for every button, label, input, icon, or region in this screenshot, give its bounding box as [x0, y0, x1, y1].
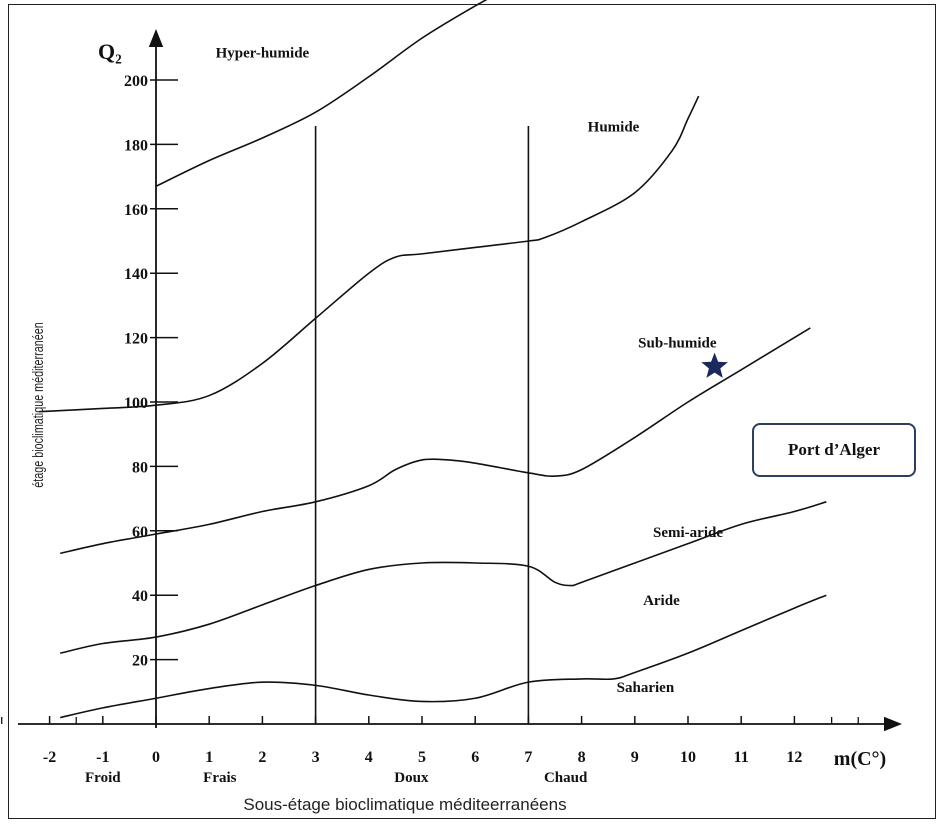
chart-frame [8, 4, 936, 819]
y-tick-label: 80 [132, 459, 148, 476]
zone-label: Aride [643, 593, 680, 609]
x-axis-title: m(C°) [834, 748, 886, 770]
x-tick-label: 11 [734, 749, 749, 766]
temperature-class-label: Doux [394, 770, 429, 786]
zone-label: Sub-humide [638, 335, 717, 351]
y-tick-label: 140 [124, 266, 148, 283]
x-tick-label: -2 [43, 749, 56, 766]
labels: Hyper-humide Humide Sub-humide Semi-aride Ar… [85, 45, 728, 786]
vertical-boundaries [314, 126, 530, 724]
y-tick-label: 200 [124, 73, 148, 90]
boundary-curve-2 [38, 95, 700, 413]
axes: -2 -1 0 1 2 3 4 5 6 7 8 9 10 11 1220406080100120140160… [1, 29, 902, 766]
x-tick-label: 7 [524, 749, 532, 766]
temperature-class-label: Chaud [544, 770, 588, 786]
x-tick-label: 9 [631, 749, 639, 766]
x-tick-label: 12 [786, 749, 802, 766]
x-tick-label: 4 [365, 749, 373, 766]
zone-label: Humide [588, 120, 640, 136]
y-axis-label: étage bioclimatique méditerranéen [29, 322, 46, 487]
y-tick-label: 100 [124, 395, 148, 412]
curves [38, 0, 827, 719]
x-tick-label: 0 [152, 749, 160, 766]
x-tick-label: 10 [680, 749, 696, 766]
port-alger-annotation: Port d’Alger [752, 423, 916, 477]
x-tick-label: 3 [312, 749, 320, 766]
x-tick-label: 8 [578, 749, 586, 766]
zone-label: Saharien [617, 680, 675, 696]
x-axis-label: Sous-étage bioclimatique méditeerranéens [243, 795, 566, 814]
x-tick-label: -1 [96, 749, 109, 766]
y-tick-label: 180 [124, 137, 148, 154]
y-tick-label: 20 [132, 653, 148, 670]
y-tick-label: 40 [132, 588, 148, 605]
zone-label: Hyper-humide [216, 45, 310, 61]
zone-label: Semi-aride [653, 525, 723, 541]
boundary-curve-3 [60, 327, 811, 555]
y-tick-label: 160 [124, 202, 148, 219]
y-axis-title: Q₂ [98, 39, 122, 64]
x-tick-label: 1 [205, 749, 213, 766]
temperature-class-label: Frais [203, 770, 236, 786]
boundary-curve-5 [60, 594, 827, 719]
x-tick-label: 5 [418, 749, 426, 766]
y-tick-label: 120 [124, 331, 148, 348]
star-marker [701, 352, 728, 378]
boundary-curve-4 [60, 501, 827, 654]
temperature-class-label: Froid [85, 770, 121, 786]
x-tick-label: 6 [471, 749, 479, 766]
x-tick-label: 2 [258, 749, 266, 766]
boundary-curve-1 [155, 0, 488, 187]
